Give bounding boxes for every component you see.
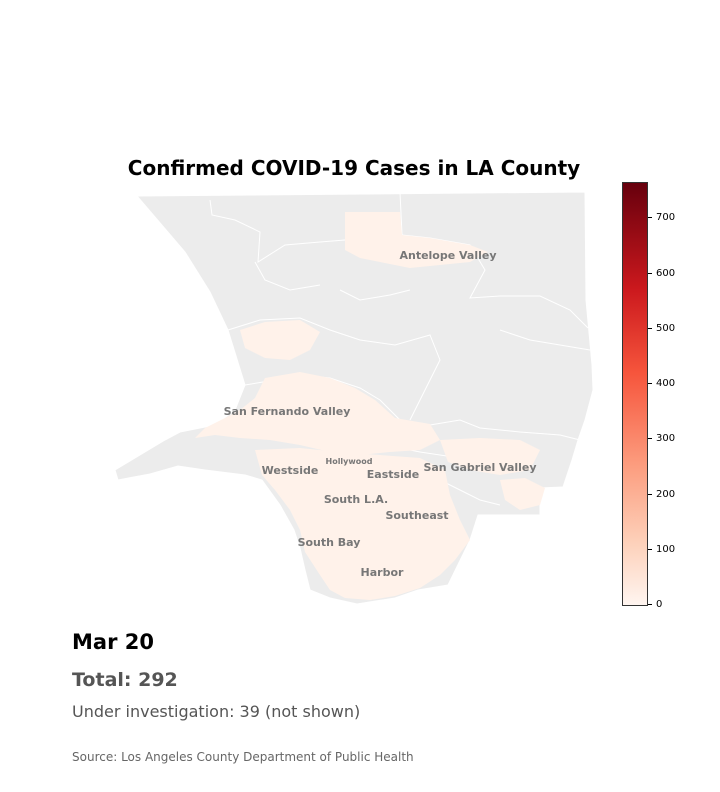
santa-clarita-shaded	[240, 320, 320, 360]
colorbar-tick: 0	[648, 599, 662, 610]
label-san-gabriel-valley: San Gabriel Valley	[423, 461, 536, 474]
region-labels: Antelope Valley San Fernando Valley Holl…	[224, 249, 537, 579]
colorbar-tick: 500	[648, 323, 675, 334]
date-label: Mar 20	[72, 630, 154, 654]
map-title: Confirmed COVID-19 Cases in LA County	[127, 156, 581, 180]
colorbar-tick: 700	[648, 212, 675, 223]
label-south-bay: South Bay	[298, 536, 361, 549]
label-antelope-valley: Antelope Valley	[399, 249, 496, 262]
colorbar-tick: 200	[648, 489, 675, 500]
colorbar-tick: 400	[648, 378, 675, 389]
label-eastside: Eastside	[367, 468, 419, 481]
colorbar-tick: 600	[648, 268, 675, 279]
shaded-areas	[195, 212, 545, 600]
label-harbor: Harbor	[361, 566, 404, 579]
under-investigation-note: Under investigation: 39 (not shown)	[72, 702, 361, 721]
central-shaded	[255, 448, 470, 600]
antelope-valley-shaded	[345, 212, 488, 268]
colorbar	[622, 182, 648, 606]
sgv-east-shaded	[500, 478, 545, 510]
colorbar-tick: 300	[648, 433, 675, 444]
label-south-la: South L.A.	[324, 493, 388, 506]
label-southeast: Southeast	[385, 509, 448, 522]
total-cases: Total: 292	[72, 669, 178, 691]
colorbar-tick: 100	[648, 544, 675, 555]
sgv-shaded	[440, 438, 540, 475]
source-credit: Source: Los Angeles County Department of…	[72, 750, 414, 764]
label-hollywood: Hollywood	[326, 457, 373, 466]
label-westside: Westside	[262, 464, 319, 477]
label-san-fernando-valley: San Fernando Valley	[224, 405, 351, 418]
sfv-shaded	[195, 372, 440, 455]
